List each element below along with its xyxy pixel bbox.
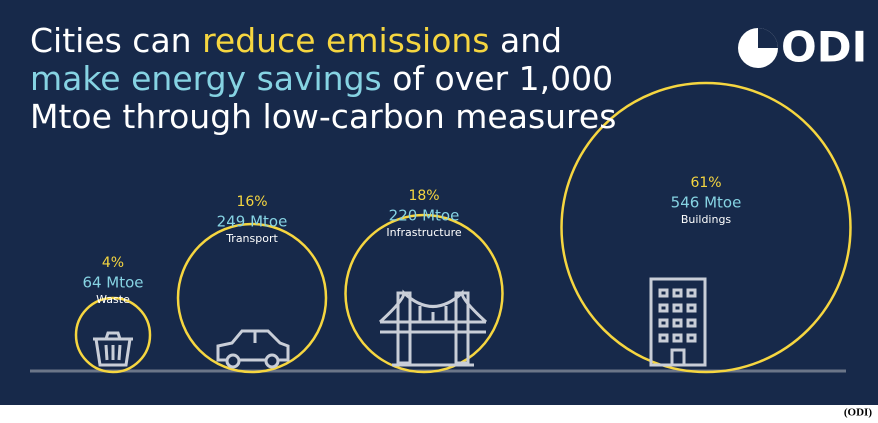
car-icon: [216, 329, 290, 369]
background: [0, 0, 878, 405]
savings-label: 249 Mtoe: [217, 213, 288, 231]
share-label: 4%: [102, 255, 124, 271]
building-icon: [649, 277, 707, 367]
title-line: Mtoe through low-carbon measures: [30, 97, 616, 136]
bubble: [560, 81, 852, 374]
category-label: Buildings: [681, 213, 732, 226]
title-line: Cities can reduce emissions and: [30, 21, 562, 60]
source: (ODI): [844, 407, 872, 419]
title-segment: of over 1,000: [382, 59, 613, 98]
waste-icon: [93, 331, 133, 367]
savings-label: 546 Mtoe: [671, 194, 742, 212]
share-label: 18%: [408, 188, 439, 204]
category-label: Waste: [96, 293, 130, 306]
bridge-icon: [378, 289, 488, 367]
title-segment: make energy savings: [30, 59, 382, 98]
bubble: [176, 222, 328, 374]
category-label: Infrastructure: [386, 226, 462, 239]
savings-label: 220 Mtoe: [389, 207, 460, 225]
title-segment: Cities can: [30, 21, 202, 60]
share-label: 16%: [236, 194, 267, 210]
title-line: make energy savings of over 1,000: [30, 59, 613, 98]
title-segment: Mtoe through low-carbon measures: [30, 97, 616, 136]
title-segment: and: [490, 21, 563, 60]
category-label: Transport: [225, 232, 278, 245]
logo-text: ODI: [781, 23, 867, 72]
bubble: [74, 296, 152, 374]
savings-label: 64 Mtoe: [82, 274, 143, 292]
bubble: [344, 213, 504, 374]
share-label: 61%: [690, 175, 721, 191]
logo: ODI: [738, 23, 867, 72]
title-segment: reduce emissions: [202, 21, 489, 60]
